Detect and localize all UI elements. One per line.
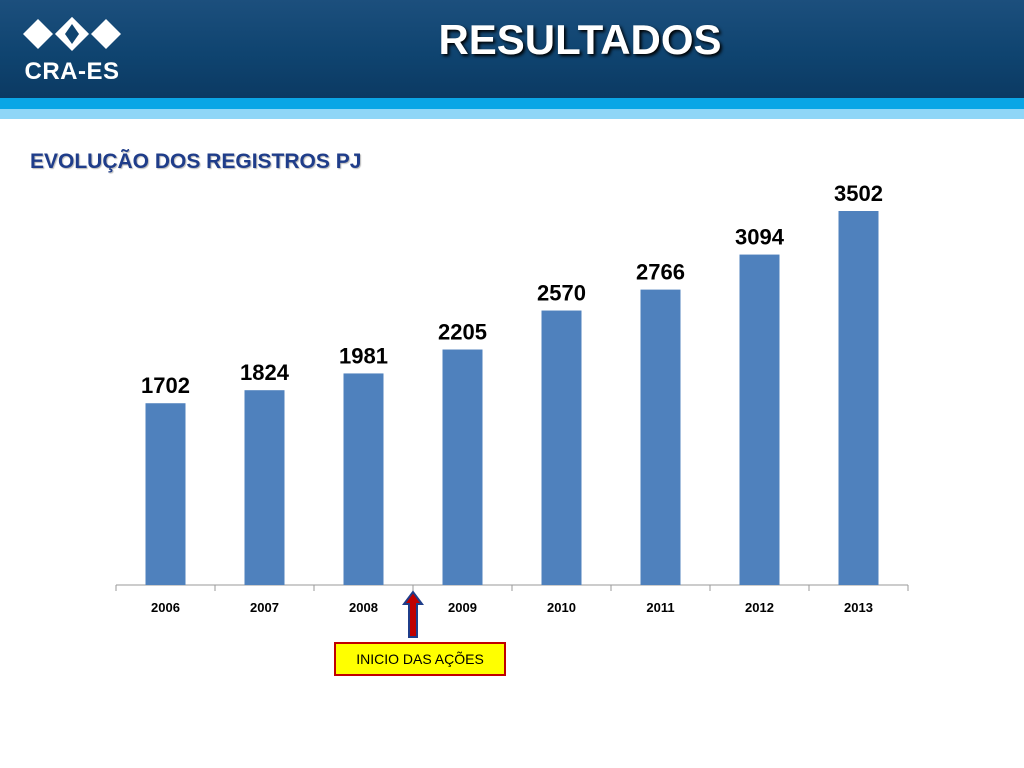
bar-2006 <box>145 403 186 585</box>
x-tick-label-2013: 2013 <box>844 600 873 615</box>
bar-2012 <box>739 254 780 585</box>
x-tick-label-2012: 2012 <box>745 600 774 615</box>
x-tick-label-2010: 2010 <box>547 600 576 615</box>
x-tick-label-2009: 2009 <box>448 600 477 615</box>
header-stripe-light <box>0 109 1024 119</box>
bar-2009 <box>442 349 483 585</box>
data-label-2012: 3094 <box>735 225 785 250</box>
bar-2007 <box>244 390 285 585</box>
cra-es-logo: CRA-ES <box>22 14 122 90</box>
header-stripe-dark <box>0 98 1024 109</box>
x-tick-label-2006: 2006 <box>151 600 180 615</box>
page-title: RESULTADOS <box>438 16 722 63</box>
x-tick-label-2008: 2008 <box>349 600 378 615</box>
bar-2010 <box>541 310 582 585</box>
data-label-2008: 1981 <box>339 343 388 368</box>
x-tick-label-2011: 2011 <box>646 600 674 615</box>
data-label-2011: 2766 <box>636 260 685 285</box>
data-label-2009: 2205 <box>438 320 487 345</box>
bar-2013 <box>838 211 879 585</box>
data-label-2007: 1824 <box>240 360 290 385</box>
diamond-logo-icon <box>23 17 121 51</box>
x-tick-label-2007: 2007 <box>250 600 279 615</box>
bar-2008 <box>343 373 384 585</box>
header-banner <box>0 0 1024 98</box>
data-label-2006: 1702 <box>141 373 190 398</box>
data-label-2013: 3502 <box>834 181 883 206</box>
data-label-2010: 2570 <box>537 281 586 306</box>
logo-text: CRA-ES <box>24 58 120 85</box>
chart-subtitle: EVOLUÇÃO DOS REGISTROS PJ <box>30 150 362 173</box>
annotation-arrow-icon <box>402 590 424 638</box>
annotation-box: INICIO DAS AÇÕES <box>334 642 506 676</box>
bar-2011 <box>640 289 681 585</box>
annotation-text: INICIO DAS AÇÕES <box>356 651 484 667</box>
